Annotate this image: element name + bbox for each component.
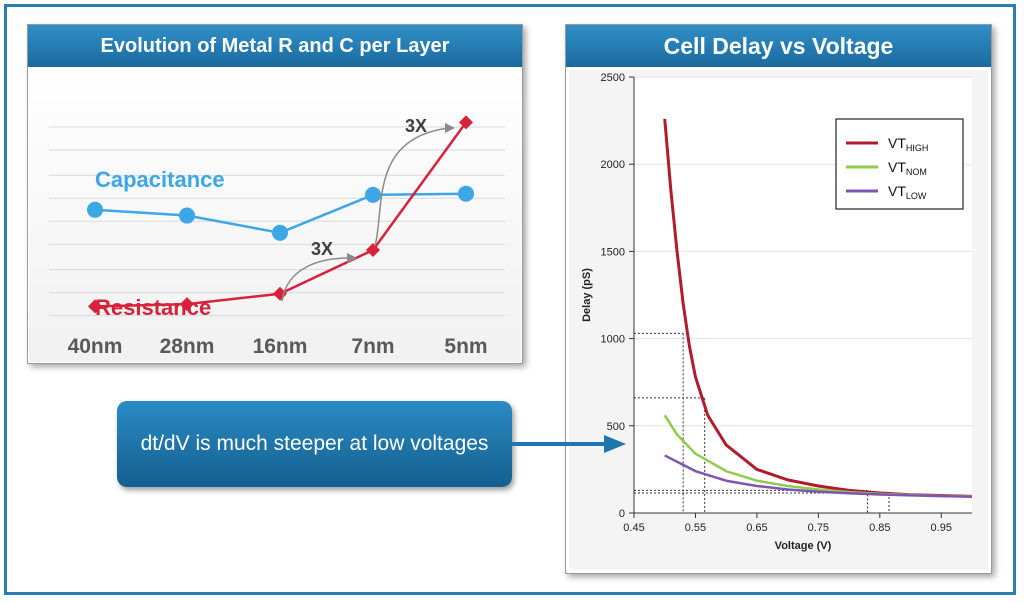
capacitance-point (365, 186, 381, 203)
x-tick-label: 40nm (68, 335, 123, 358)
callout-box: dt/dV is much steeper at low voltages (117, 401, 512, 487)
x-tick-label: 0.55 (685, 522, 706, 534)
x-tick-label: 7nm (351, 335, 394, 358)
capacitance-point (272, 224, 288, 241)
x-tick-label: 0.75 (808, 522, 829, 534)
y-tick-label: 0 (619, 508, 625, 520)
resistance-point (88, 299, 102, 314)
y-tick-label: 1500 (601, 246, 625, 258)
capacitance-point (179, 207, 195, 224)
x-tick-label: 0.65 (746, 522, 767, 534)
y-tick-label: 1000 (601, 334, 625, 346)
delay-panel: Cell Delay vs Voltage 0 500 1000 1500 2000 25… (565, 24, 992, 574)
x-tick-label: 0.45 (623, 522, 644, 534)
annotation-3x: 3X (405, 116, 427, 136)
resistance-point (273, 286, 287, 301)
resistance-point (180, 297, 194, 312)
x-tick-label: 0.95 (931, 522, 952, 534)
delay-chart: 0 500 1000 1500 2000 2500 0.45 0.55 0.65 0.75 0.85… (569, 70, 988, 570)
rc-chart: Capacitance Resistance 40nm 28nm 16nm 7nm 5nm 3… (49, 115, 505, 358)
x-tick-label: 16nm (253, 335, 308, 358)
y-tick-label: 500 (607, 421, 625, 433)
annotation-arrow-head (347, 253, 357, 263)
capacitance-point (87, 201, 103, 218)
rc-panel-title: Evolution of Metal R and C per Layer (28, 25, 522, 67)
resistance-label: Resistance (95, 295, 211, 320)
annotation-3x: 3X (311, 239, 333, 259)
annotation-arrow (374, 127, 450, 247)
capacitance-point (458, 185, 474, 202)
x-axis-label: Voltage (V) (775, 540, 832, 552)
delay-panel-title: Cell Delay vs Voltage (566, 25, 991, 67)
y-tick-label: 2000 (601, 159, 625, 171)
x-tick-label: 28nm (160, 335, 215, 358)
x-tick-label: 0.85 (869, 522, 890, 534)
annotation-arrow-head (445, 123, 455, 133)
y-axis-label: Delay (pS) (581, 268, 593, 322)
legend-label-nom: VTNOM (888, 159, 927, 177)
legend-label-low: VTLOW (888, 183, 927, 201)
slide-frame (4, 4, 1016, 595)
y-tick-label: 2500 (601, 72, 625, 84)
rc-chart-area: Capacitance Resistance 40nm 28nm 16nm 7nm 5nm 3… (29, 68, 521, 362)
legend-label-high: VTHIGH (888, 135, 928, 153)
rc-evolution-panel: Evolution of Metal R and C per Layer Cap… (27, 24, 523, 364)
capacitance-label: Capacitance (95, 167, 225, 192)
vt-low-curve (664, 454, 973, 498)
resistance-point (459, 115, 473, 130)
legend-box (835, 118, 964, 210)
annotation-arrow (281, 257, 350, 302)
resistance-point (366, 243, 380, 258)
x-tick-label: 5nm (444, 335, 487, 358)
